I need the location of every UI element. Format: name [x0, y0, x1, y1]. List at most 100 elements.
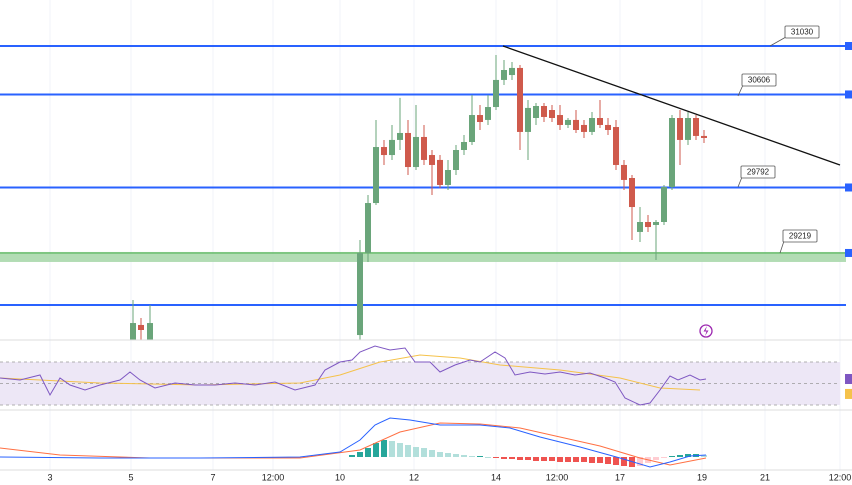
candle-body: [453, 150, 459, 170]
x-tick-label: 12: [409, 472, 419, 482]
macd-hist-bar: [549, 457, 555, 461]
candle-body: [477, 115, 483, 122]
candle-body: [685, 118, 691, 140]
level-label: 31030: [791, 28, 814, 37]
label-connector: [769, 36, 787, 47]
candle-body: [637, 222, 643, 232]
candle-body: [613, 127, 619, 165]
macd-hist-bar: [701, 455, 707, 457]
macd-hist-bar: [445, 453, 451, 457]
macd-hist-bar: [669, 456, 675, 457]
candle-body: [429, 155, 435, 165]
macd-hist-bar: [493, 457, 499, 458]
candle-body: [485, 107, 491, 120]
macd-hist-bar: [365, 448, 371, 457]
label-connector: [737, 84, 744, 97]
macd-hist-bar: [485, 457, 491, 458]
candle-body: [557, 115, 563, 125]
macd-hist-bar: [517, 457, 523, 460]
label-connector: [779, 240, 785, 254]
candle-body: [621, 164, 627, 180]
candle-body: [501, 70, 507, 80]
macd-hist-bar: [405, 445, 411, 457]
candle-body: [138, 324, 144, 330]
x-tick-label: 14: [491, 472, 501, 482]
candle-body: [405, 132, 411, 168]
macd-hist-bar: [685, 454, 691, 457]
macd-hist-bar: [541, 457, 547, 461]
x-axis: 3 5 7 12:00 10 12 14 12:00 17 19 21 12:00: [47, 472, 851, 482]
macd-hist-bar: [613, 457, 619, 465]
macd-hist-bar: [589, 457, 595, 463]
x-tick-label: 12:00: [262, 472, 285, 482]
alert-bolt: [703, 326, 709, 336]
support-zone: [0, 251, 846, 262]
candle-body: [541, 106, 547, 117]
candle-body: [461, 142, 467, 150]
candle-body: [509, 67, 515, 76]
candle-body: [533, 106, 539, 118]
level-label: 29792: [747, 168, 770, 177]
candle-body: [589, 118, 595, 132]
candle-body: [445, 170, 451, 185]
candle-body: [130, 323, 136, 340]
candle-body: [581, 124, 587, 132]
trendline: [502, 45, 841, 166]
macd-hist-bar: [661, 457, 667, 458]
label-connector: [737, 176, 743, 188]
macd-hist-bar: [525, 457, 531, 460]
candle-body: [365, 203, 371, 253]
rsi-line: [0, 345, 707, 406]
rsi-pane: [0, 345, 852, 406]
macd-hist-bar: [469, 456, 475, 457]
x-tick-label: 5: [128, 472, 133, 482]
macd-hist-bar: [437, 452, 443, 457]
candle-body: [373, 147, 379, 204]
x-tick-label: 21: [760, 472, 770, 482]
macd-hist-bar: [653, 457, 659, 460]
macd-hist-bar: [509, 457, 515, 459]
level-marker: [845, 248, 852, 257]
macd-hist-bar: [501, 457, 507, 459]
macd-hist-bar: [677, 455, 683, 457]
macd-hist-bar: [533, 457, 539, 461]
x-tick-label: 17: [615, 472, 625, 482]
x-tick-label: 3: [47, 472, 52, 482]
macd-hist-bar: [357, 452, 363, 457]
macd-hist-bar: [389, 441, 395, 457]
candle-body: [381, 147, 387, 156]
macd-hist-bar: [597, 457, 603, 463]
level-label: 29219: [789, 232, 812, 241]
candle-body: [645, 222, 651, 228]
level-label: 30606: [748, 76, 771, 85]
x-tick-label: 7: [210, 472, 215, 482]
candle-body: [565, 119, 571, 125]
rsi-ma-marker: [845, 388, 852, 399]
alert-icon[interactable]: [699, 324, 713, 338]
macd-hist-bar: [453, 454, 459, 457]
macd-hist-bar: [605, 457, 611, 464]
candle-body: [357, 252, 363, 336]
x-tick-label: 10: [335, 472, 345, 482]
candle-body: [389, 139, 395, 156]
macd-hist-bar: [349, 455, 355, 457]
candle-body: [597, 118, 603, 125]
macd-hist-bar: [429, 450, 435, 457]
macd-hist-bar: [461, 455, 467, 457]
macd-hist-bar: [573, 457, 579, 462]
candle-body: [147, 323, 153, 340]
candle-body: [525, 107, 531, 132]
level-marker: [845, 42, 852, 50]
macd-hist-bar: [421, 448, 427, 457]
macd-hist-bar: [381, 440, 387, 457]
candle-body: [573, 119, 579, 130]
macd-hist-bar: [621, 457, 627, 466]
candle-body: [653, 222, 659, 225]
macd-hist-bar: [397, 443, 403, 457]
candle-body: [661, 187, 667, 222]
candle-body: [421, 136, 427, 160]
macd-hist-bar: [477, 456, 483, 457]
candle-body: [549, 110, 555, 118]
